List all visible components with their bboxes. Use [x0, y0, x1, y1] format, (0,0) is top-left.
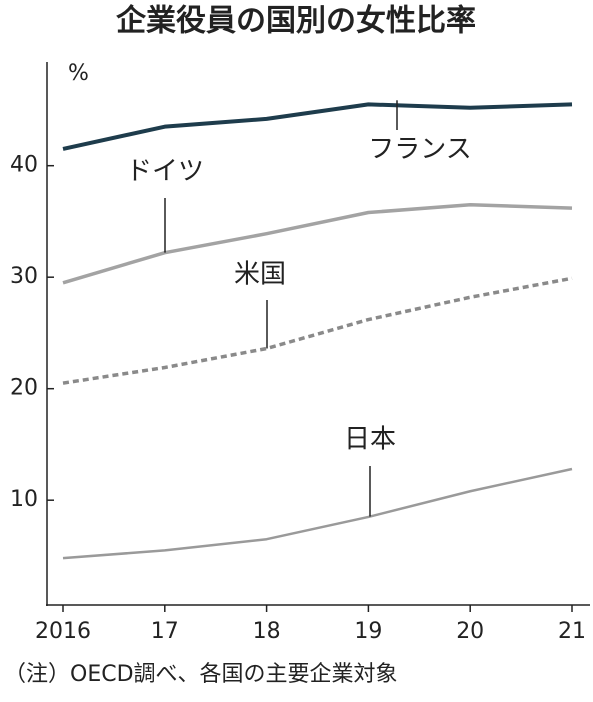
y-tick-label: 30: [10, 264, 38, 289]
y-unit: %: [68, 61, 89, 86]
x-tick-label: 21: [558, 619, 586, 644]
series-line: [62, 102, 573, 151]
x-tick-label: 19: [354, 619, 382, 644]
x-tick-label: 20: [456, 619, 484, 644]
series-line: [62, 276, 573, 385]
x-tick-label: 2016: [35, 619, 91, 644]
x-tick-label: 17: [151, 619, 179, 644]
note: （注）OECD調べ、各国の主要企業対象: [4, 662, 398, 687]
series-label: フランス: [368, 135, 471, 165]
series-label: 米国: [234, 260, 286, 290]
y-tick-label: 20: [10, 376, 38, 401]
series-label: ドイツ: [126, 157, 204, 187]
chart-title: 企業役員の国別の女性比率: [116, 4, 476, 39]
series-line: [62, 202, 573, 285]
y-tick-label: 10: [10, 487, 38, 512]
y-tick-label: 40: [10, 153, 38, 178]
series-line: [62, 467, 573, 560]
series-label: 日本: [344, 425, 396, 455]
x-tick-label: 18: [253, 619, 281, 644]
